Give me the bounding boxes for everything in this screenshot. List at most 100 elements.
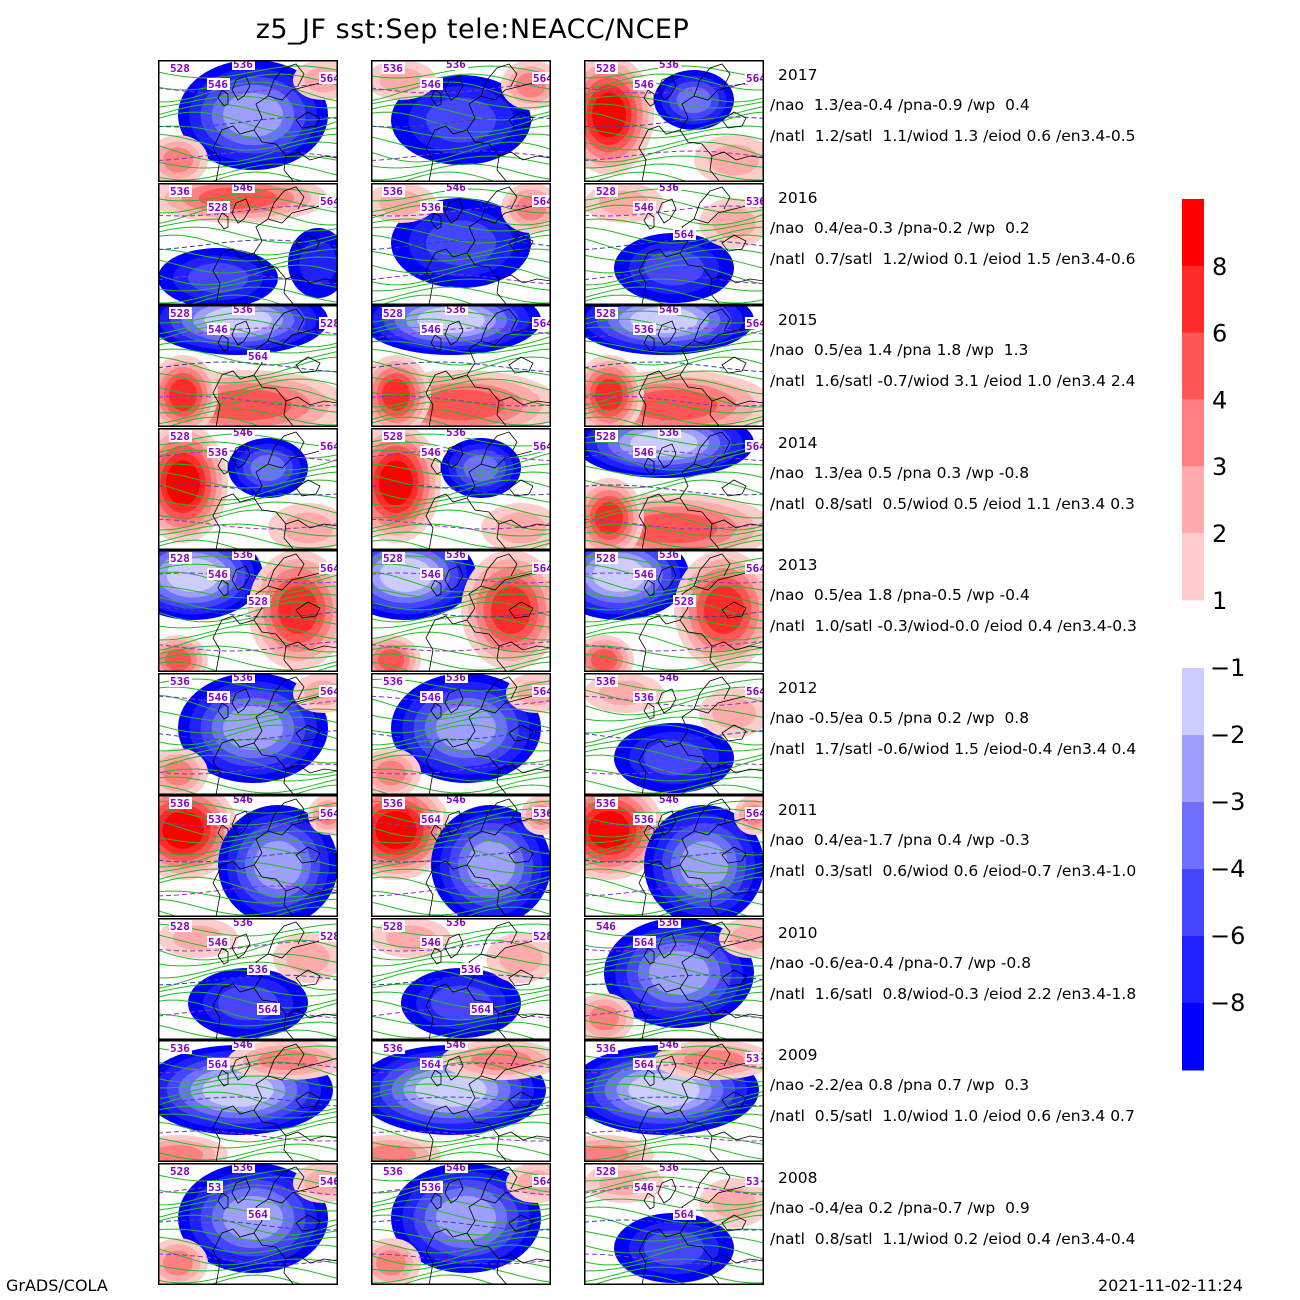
contour-label: 546 — [233, 795, 253, 806]
map-panel: 528 546 536 564 — [158, 427, 338, 550]
contour-label: 564 — [533, 562, 551, 575]
colorbar-swatch-positive — [1182, 332, 1204, 400]
contour-label: 536 — [233, 1163, 253, 1174]
colorbar-label: 1 — [1212, 587, 1227, 615]
contour-label: 528 — [596, 62, 616, 75]
contour-label: 546 — [421, 568, 441, 581]
contour-label: 546 — [421, 323, 441, 336]
teleconnection-indices: /nao 0.4/ea-1.7 /pna 0.4 /wp -0.3 — [770, 831, 1030, 849]
sst-indices: /natl 1.0/satl -0.3/wiod-0.0 /eiod 0.4 /… — [770, 617, 1137, 635]
contour-label: 564 — [674, 1208, 694, 1221]
map-panel: 528 536 546 564 — [371, 550, 551, 672]
contour-label: 536 — [659, 550, 679, 561]
map-panel: 536 536 546 564 — [158, 672, 338, 795]
year-label: 2017 — [778, 66, 818, 84]
contour-label: 546 — [421, 691, 441, 704]
contour-label: 536 — [208, 446, 228, 459]
contour-label: 53 — [746, 1052, 759, 1065]
contour-label: 546 — [421, 936, 441, 949]
contour-label: 564 — [248, 350, 268, 363]
sst-indices: /natl 0.3/satl 0.6/wiod 0.6 /eiod-0.7 /e… — [770, 862, 1137, 880]
sst-indices: /natl 0.8/satl 0.5/wiod 0.5 /eiod 1.1 /e… — [770, 494, 1135, 513]
contour-label: 536 — [170, 1042, 190, 1055]
year-label: 2010 — [778, 923, 818, 942]
contour-label: 564 — [634, 936, 654, 949]
year-label: 2013 — [778, 556, 818, 574]
map-panel: 528 536 546 564 528 — [158, 550, 338, 672]
contour-label: 53 — [746, 1175, 759, 1188]
contour-label: 536 — [383, 675, 403, 688]
map-panel: 536 546 536 564 — [584, 795, 764, 917]
contour-label: 536 — [634, 813, 654, 826]
contour-label: 536 — [421, 1181, 441, 1194]
map-panel: 536 546 536 564 — [584, 672, 764, 795]
colorbar-label: 8 — [1212, 253, 1227, 281]
contour-label: 564 — [533, 440, 551, 453]
map-panel: 528 536 53 546 564 — [158, 1162, 338, 1285]
teleconnection-indices: /nao 0.5/ea 1.8 /pna-0.5 /wp -0.4 — [770, 586, 1030, 604]
year-label: 2009 — [778, 1046, 818, 1064]
footer-software-label: GrADS/COLA — [6, 1276, 108, 1295]
contour-label: 564 — [746, 440, 764, 453]
map-panel: 528 536 546 53 564 — [584, 1162, 764, 1285]
contour-label: 536 — [533, 807, 551, 820]
contour-label: 546 — [634, 78, 654, 91]
map-panel: 528 536 546 564 — [371, 305, 551, 427]
year-label: 2012 — [778, 678, 818, 697]
contour-label: 528 — [208, 201, 228, 214]
colorbar-swatch-positive — [1182, 265, 1204, 334]
contour-label: 536 — [170, 797, 190, 810]
figure-title: z5_JF sst:Sep tele:NEACC/NCEP — [255, 14, 690, 45]
contour-label: 536 — [596, 797, 616, 810]
map-panel: 528 546 536 564 — [584, 305, 764, 427]
contour-label: 546 — [233, 428, 253, 439]
contour-label: 536 — [233, 305, 253, 316]
colorbar-swatch-negative — [1182, 869, 1204, 937]
contour-label: 536 — [421, 201, 441, 214]
contour-label: 536 — [659, 1163, 679, 1174]
teleconnection-indices: /nao -0.5/ea 0.5 /pna 0.2 /wp 0.8 — [770, 708, 1030, 727]
contour-label: 536 — [634, 323, 654, 336]
contour-label: 528 — [170, 1165, 190, 1178]
contour-label: 536 — [596, 675, 616, 688]
colorbar-label: 4 — [1212, 386, 1227, 414]
contour-label: 528 — [596, 185, 616, 198]
contour-label: 564 — [320, 562, 338, 575]
contour-label: 564 — [258, 1003, 278, 1016]
contour-label: 536 — [746, 195, 764, 208]
contour-label: 546 — [634, 568, 654, 581]
colorbar-swatch-negative — [1182, 1003, 1204, 1071]
contour-label: 528 — [170, 430, 190, 443]
map-panel: 536 546 528 564 — [158, 182, 338, 305]
contour-label: 546 — [320, 1175, 338, 1188]
contour-label: 546 — [659, 1040, 679, 1051]
colorbar-swatch-positive — [1182, 399, 1204, 467]
map-panel: 536 536 546 564 — [371, 672, 551, 795]
contour-label: 536 — [461, 963, 481, 976]
contour-label: 546 — [446, 183, 466, 194]
contour-label: 528 — [383, 307, 403, 320]
contour-label: 564 — [421, 813, 441, 826]
colorbar-label: −1 — [1210, 654, 1245, 682]
colorbar-swatch-positive — [1182, 533, 1204, 601]
contour-label: 536 — [233, 918, 253, 929]
contour-label: 536 — [233, 673, 253, 684]
contour-label: 564 — [674, 228, 694, 241]
colorbar-label: 3 — [1212, 453, 1227, 481]
sst-indices: /natl 1.6/satl 0.8/wiod-0.3 /eiod 2.2 /e… — [770, 984, 1137, 1003]
teleconnection-indices: /nao -2.2/ea 0.8 /pna 0.7 /wp 0.3 — [770, 1076, 1030, 1094]
contour-label: 546 — [421, 446, 441, 459]
map-panel: 528 536 546 564 — [584, 427, 764, 550]
colorbar-label: −3 — [1210, 788, 1245, 816]
contour-label: 564 — [248, 1208, 268, 1221]
sst-indices: /natl 0.7/satl 1.2/wiod 0.1 /eiod 1.5 /e… — [770, 249, 1136, 268]
colorbar-label: 6 — [1212, 320, 1227, 348]
contour-label: 546 — [421, 78, 441, 91]
year-label: 2011 — [778, 801, 818, 819]
teleconnection-indices: /nao 1.3/ea 0.5 /pna 0.3 /wp -0.8 — [770, 463, 1030, 482]
colorbar-swatch-negative — [1182, 936, 1204, 1004]
colorbar-label: −6 — [1210, 922, 1245, 950]
map-panel: 536 546 536 564 — [158, 795, 338, 917]
map-panel: 528 536 546 564 — [158, 60, 338, 182]
contour-label: 528 — [170, 920, 190, 933]
